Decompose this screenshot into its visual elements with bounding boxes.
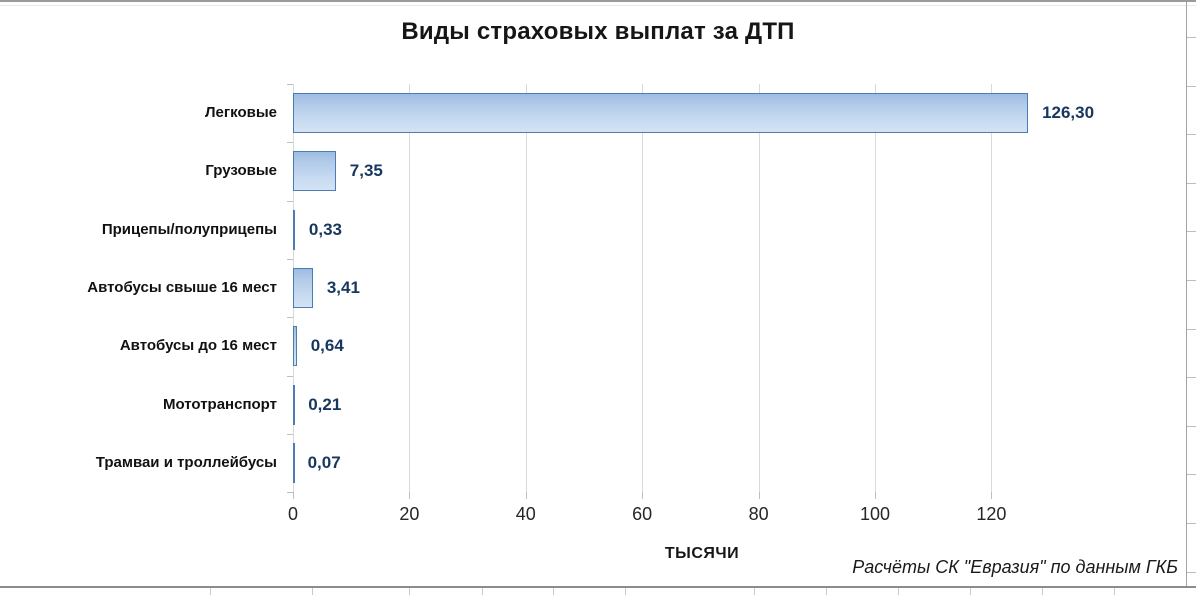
value-label: 3,41 [326,277,360,297]
worksheet-column-stub [1042,588,1043,595]
worksheet-column-stub [898,588,899,595]
x-axis-tick-label: 40 [515,504,536,524]
x-axis-tick-label: 60 [632,504,653,524]
worksheet-row-stub [1187,523,1196,524]
y-axis-tick [287,375,293,377]
gridline [875,84,876,492]
gridline [642,84,644,492]
worksheet-row-stub [1187,231,1196,232]
worksheet-row-stub [1187,377,1196,378]
source-note: Расчёты СК "Евразия" по данным ГКБ [852,557,1178,577]
chart-title: Виды страховых выплат за ДТП [401,18,795,45]
y-axis-tick [287,433,293,435]
y-axis-tick [287,84,293,85]
x-axis-tick [991,492,993,499]
worksheet-bottom-edge [0,586,1196,588]
value-label: 0,21 [308,394,342,414]
worksheet-row-stub [1187,183,1196,184]
worksheet-row-stub [1187,572,1196,573]
bar [293,267,313,308]
worksheet-column-stub [754,588,755,595]
y-axis-tick [287,142,293,144]
worksheet-row-stub [1187,86,1196,87]
worksheet-top-edge-faint [0,5,1196,6]
worksheet-column-stub [312,588,313,595]
value-label: 0,07 [307,452,341,472]
bar [293,384,295,425]
x-axis-tick-label: 80 [748,504,769,524]
bar [293,326,297,367]
category-label: Автобусы свыше 16 мест [87,278,277,296]
worksheet-right-edge [1186,2,1187,586]
x-axis-tick-label: 120 [976,504,1007,524]
x-axis-tick [875,492,876,499]
x-axis-tick-label: 20 [399,504,420,524]
bar [293,442,295,483]
worksheet-column-stub [553,588,554,595]
y-axis-tick [287,492,293,494]
gridline [758,84,760,492]
worksheet-column-stub [970,588,971,595]
y-axis-tick [287,258,293,260]
value-label: 0,33 [308,219,342,239]
worksheet-column-stub [1114,588,1115,595]
value-label: 0,64 [310,336,344,356]
x-axis-tick [642,492,644,499]
worksheet-column-stub [482,588,483,595]
worksheet-row-stub [1187,37,1196,38]
worksheet-row-stub [1187,426,1196,427]
worksheet-top-edge [0,0,1196,2]
x-axis-tick [293,492,294,499]
x-axis-tick [525,492,527,499]
gridline [409,84,411,492]
category-label: Легковые [205,104,277,121]
y-axis-tick [287,317,293,319]
category-label: Мототранспорт [162,395,277,413]
category-label: Прицепы/полуприцепы [101,220,277,238]
category-label: Автобусы до 16 мест [119,337,277,355]
category-label: Трамваи и троллейбусы [95,453,277,471]
x-axis-tick-label: 100 [859,504,891,524]
gridline [991,84,993,492]
worksheet-column-stub [409,588,410,595]
x-axis-tick-label: 0 [287,504,298,524]
worksheet-row-stub [1187,280,1196,281]
worksheet-row-stub [1187,474,1196,475]
worksheet-column-stub [210,588,211,595]
worksheet-row-stub [1187,134,1196,135]
category-label: Грузовые [205,162,277,180]
worksheet-column-stub [826,588,827,595]
x-axis-title: ТЫСЯЧИ [664,545,740,562]
value-label: 7,35 [349,161,383,181]
x-axis-tick [409,492,411,499]
y-axis-tick [287,200,293,202]
gridline [525,84,527,492]
worksheet-row-stub [1187,329,1196,330]
bar [293,151,336,192]
x-axis-tick [758,492,760,499]
worksheet-column-stub [625,588,626,595]
value-label: 126,30 [1042,103,1095,122]
bar [293,209,295,250]
bar [293,93,1029,133]
